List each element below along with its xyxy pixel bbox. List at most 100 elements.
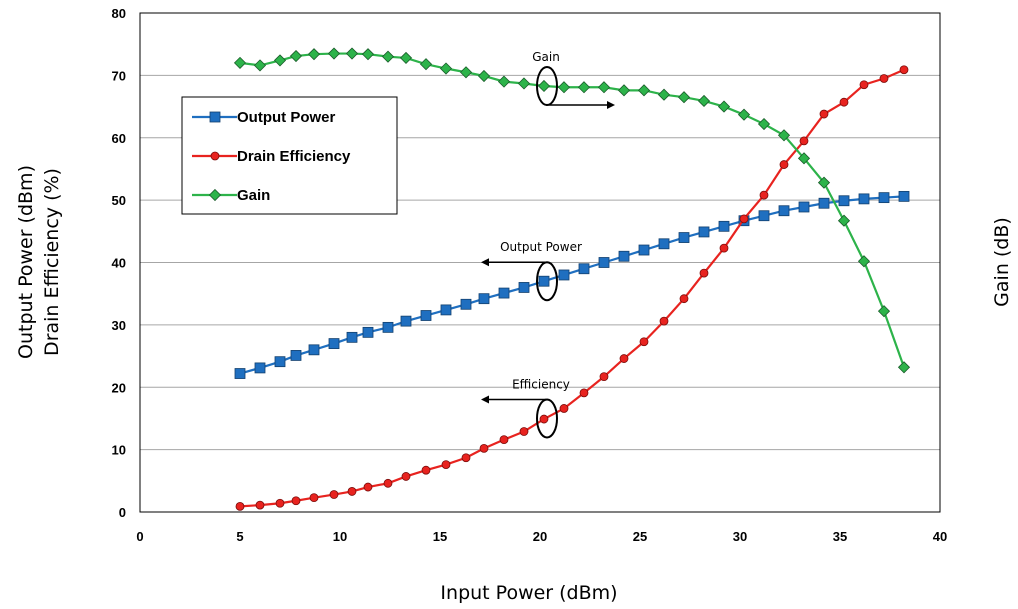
data-point-gain: [719, 101, 730, 112]
y-tick-label: 30: [112, 318, 126, 333]
data-point-gain: [461, 67, 472, 78]
data-point-output-power: [719, 221, 729, 231]
data-point-gain: [441, 63, 452, 74]
data-point-output-power: [461, 299, 471, 309]
data-point-output-power: [539, 276, 549, 286]
data-point-gain: [579, 82, 590, 93]
data-point-gain: [699, 95, 710, 106]
data-point-output-power: [499, 288, 509, 298]
series-output-power: [235, 191, 909, 378]
y-axis-title-right: Gain (dB): [991, 217, 1013, 307]
data-point-drain-efficiency: [442, 461, 450, 469]
data-point-drain-efficiency: [880, 74, 888, 82]
data-point-gain: [347, 48, 358, 59]
data-point-output-power: [579, 264, 589, 274]
data-point-gain: [559, 82, 570, 93]
data-point-drain-efficiency: [600, 373, 608, 381]
x-tick-label: 35: [833, 529, 847, 544]
series-line-output-power: [240, 196, 904, 373]
data-point-drain-efficiency: [348, 487, 356, 495]
data-point-drain-efficiency: [384, 479, 392, 487]
y-tick-label: 40: [112, 256, 126, 271]
data-point-drain-efficiency: [700, 269, 708, 277]
data-point-drain-efficiency: [500, 436, 508, 444]
x-tick-label: 20: [533, 529, 547, 544]
data-point-drain-efficiency: [364, 483, 372, 491]
data-point-drain-efficiency: [840, 98, 848, 106]
data-point-gain: [291, 51, 302, 62]
data-point-gain: [363, 49, 374, 60]
legend-label: Drain Efficiency: [237, 148, 351, 165]
x-tick-label: 0: [136, 529, 143, 544]
data-point-drain-efficiency: [620, 355, 628, 363]
data-point-drain-efficiency: [760, 191, 768, 199]
y-tick-label: 10: [112, 443, 126, 458]
y-tick-label: 70: [112, 68, 126, 83]
data-point-drain-efficiency: [520, 428, 528, 436]
data-point-gain: [421, 59, 432, 70]
data-point-output-power: [363, 327, 373, 337]
x-axis-title: Input Power (dBm): [440, 582, 617, 604]
y-tick-label: 80: [112, 6, 126, 21]
annotation-label: Output Power: [500, 240, 582, 254]
data-point-output-power: [659, 239, 669, 249]
data-point-drain-efficiency: [462, 454, 470, 462]
y-tick-label: 50: [112, 193, 126, 208]
data-point-output-power: [275, 357, 285, 367]
data-point-gain: [759, 119, 770, 130]
data-point-drain-efficiency: [560, 404, 568, 412]
data-point-drain-efficiency: [292, 497, 300, 505]
x-tick-label: 15: [433, 529, 447, 544]
data-point-output-power: [441, 305, 451, 315]
data-point-gain: [383, 51, 394, 62]
legend: Output PowerDrain EfficiencyGain: [182, 97, 397, 214]
legend-label: Output Power: [237, 109, 335, 126]
data-point-drain-efficiency: [820, 110, 828, 118]
data-point-output-power: [479, 294, 489, 304]
data-point-output-power: [383, 322, 393, 332]
data-point-drain-efficiency: [640, 338, 648, 346]
annotation-label: Gain: [532, 50, 560, 64]
data-point-output-power: [859, 194, 869, 204]
x-tick-label: 10: [333, 529, 347, 544]
data-point-output-power: [401, 316, 411, 326]
data-point-drain-efficiency: [310, 494, 318, 502]
y-axis-title-left-line1: Output Power (dBm): [15, 165, 37, 359]
data-point-gain: [235, 57, 246, 68]
data-point-output-power: [619, 251, 629, 261]
data-point-output-power: [839, 196, 849, 206]
data-point-gain: [329, 48, 340, 59]
data-point-gain: [899, 362, 910, 373]
data-point-drain-efficiency: [660, 317, 668, 325]
data-point-gain: [539, 80, 550, 91]
annotation-gain: Gain: [532, 50, 615, 109]
data-point-output-power: [291, 350, 301, 360]
data-point-gain: [639, 85, 650, 96]
annotation-label: Efficiency: [512, 377, 570, 391]
data-point-output-power: [819, 198, 829, 208]
data-point-output-power: [899, 191, 909, 201]
legend-swatch-marker: [211, 152, 219, 160]
data-point-drain-efficiency: [680, 295, 688, 303]
data-point-gain: [479, 70, 490, 81]
data-point-output-power: [235, 369, 245, 379]
data-point-drain-efficiency: [900, 66, 908, 74]
data-point-output-power: [309, 345, 319, 355]
data-point-drain-efficiency: [740, 215, 748, 223]
data-point-gain: [839, 215, 850, 226]
data-point-output-power: [599, 258, 609, 268]
x-tick-label: 5: [236, 529, 243, 544]
data-point-output-power: [799, 202, 809, 212]
data-point-drain-efficiency: [800, 137, 808, 145]
data-point-output-power: [639, 245, 649, 255]
data-point-gain: [519, 78, 530, 89]
data-point-gain: [255, 60, 266, 71]
data-point-output-power: [759, 211, 769, 221]
x-tick-label: 40: [933, 529, 947, 544]
data-point-drain-efficiency: [780, 161, 788, 169]
annotation-arrow-head: [481, 395, 489, 403]
x-tick-label: 30: [733, 529, 747, 544]
data-point-output-power: [679, 233, 689, 243]
annotation-arrow-head: [481, 258, 489, 266]
